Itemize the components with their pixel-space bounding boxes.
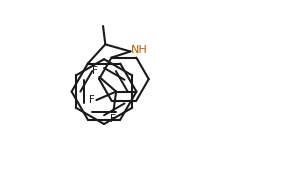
Text: F: F [92, 66, 98, 76]
Text: NH: NH [131, 45, 148, 55]
Text: F: F [110, 114, 116, 124]
Text: F: F [89, 95, 95, 105]
